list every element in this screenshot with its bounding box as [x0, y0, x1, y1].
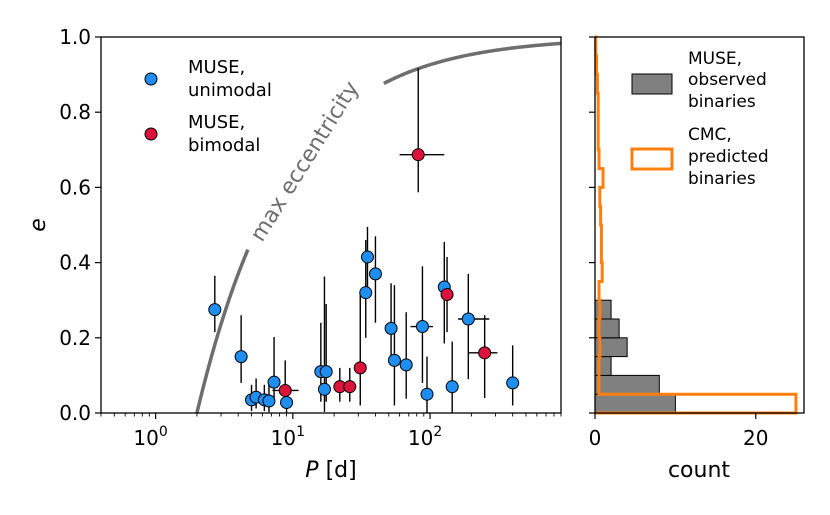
- legend-label-observed-line1: MUSE,: [688, 49, 742, 69]
- legend-label-observed-line2: observed: [688, 70, 767, 90]
- histogram-bar-observed: [594, 393, 676, 414]
- point-bimodal: [411, 148, 425, 162]
- point-unimodal: [387, 353, 401, 367]
- legend-label-bimodal-line1: MUSE,: [188, 112, 245, 133]
- histogram-legend: MUSE, observed binaries CMC, predicted b…: [630, 49, 769, 189]
- point-bimodal: [278, 383, 292, 397]
- point-unimodal: [208, 303, 222, 317]
- point-unimodal: [415, 320, 429, 334]
- legend-marker-bimodal: [144, 127, 158, 141]
- scatter-legend: MUSE, unimodal MUSE, bimodal: [144, 57, 272, 156]
- x-tick-exponent: 1: [296, 424, 305, 440]
- point-unimodal: [359, 286, 373, 300]
- point-unimodal: [317, 382, 331, 396]
- x-axis-label: P [d]: [305, 458, 356, 483]
- y-tick-label: 1.0: [59, 25, 91, 49]
- point-unimodal: [280, 395, 294, 409]
- x-tick-exponent: 0: [159, 424, 168, 440]
- x-tick-exponent: 2: [433, 424, 442, 440]
- max-eccentricity-curve-group: [195, 41, 562, 414]
- point-unimodal: [360, 250, 374, 264]
- y-tick-label: 0.6: [59, 175, 91, 199]
- legend-label-bimodal-line2: bimodal: [188, 135, 260, 156]
- legend-marker-unimodal: [144, 72, 158, 86]
- legend-label-predicted-line3: binaries: [688, 169, 756, 189]
- point-unimodal: [368, 267, 382, 281]
- point-unimodal: [461, 312, 475, 326]
- histogram-bars: [594, 299, 676, 414]
- legend-swatch-predicted: [630, 147, 674, 171]
- point-unimodal: [319, 365, 333, 379]
- max-eccentricity-label: max eccentricity: [246, 77, 365, 246]
- histogram-panel: 0 20 MUSE, observed binaries CMC, predict…: [589, 35, 805, 483]
- x-tick-label: 101: [271, 424, 305, 450]
- point-bimodal: [343, 380, 357, 394]
- legend-label-unimodal-line1: MUSE,: [188, 57, 245, 78]
- point-unimodal: [506, 376, 520, 390]
- point-unimodal: [420, 387, 434, 401]
- histogram-x-tick-label: 0: [589, 426, 602, 450]
- x-axis-label-symbol: P: [305, 458, 319, 483]
- histogram-axis-ticks: 0 20: [589, 36, 768, 450]
- point-unimodal: [267, 375, 281, 389]
- max-eccentricity-curve: [195, 248, 250, 414]
- max-eccentricity-curve: [383, 41, 562, 86]
- point-bimodal: [440, 288, 454, 302]
- legend-label-predicted-line2: predicted: [688, 147, 769, 167]
- histogram-x-axis-label: count: [668, 458, 730, 483]
- scatter-frame: [100, 36, 562, 414]
- y-tick-label: 0.0: [59, 401, 91, 425]
- point-unimodal: [399, 358, 413, 372]
- histogram-bar-observed: [594, 356, 612, 376]
- histogram-bar-observed: [594, 299, 612, 320]
- x-tick-label: 102: [408, 424, 442, 450]
- point-bimodal: [478, 346, 492, 360]
- legend-label-observed-line3: binaries: [688, 92, 756, 112]
- histogram-step: [594, 35, 798, 415]
- point-unimodal: [234, 350, 248, 364]
- point-unimodal: [262, 394, 276, 408]
- histogram-x-tick-label: 20: [743, 426, 768, 450]
- histogram-frame: [594, 36, 805, 414]
- histogram-bar-observed: [594, 374, 660, 395]
- scatter-points: [208, 148, 520, 409]
- y-axis-label: e: [26, 218, 51, 232]
- y-tick-label: 0.4: [59, 251, 91, 275]
- point-unimodal: [384, 321, 398, 335]
- y-tick-label: 0.8: [59, 100, 91, 124]
- legend-label-predicted-line1: CMC,: [688, 125, 732, 145]
- x-tick-label: 100: [133, 424, 167, 450]
- legend-swatch-observed: [631, 73, 673, 95]
- x-axis-label-unit: [d]: [319, 458, 357, 483]
- y-tick-label: 0.2: [59, 326, 91, 350]
- point-bimodal: [353, 361, 367, 375]
- point-unimodal: [445, 380, 459, 394]
- legend-label-unimodal-line2: unimodal: [188, 80, 272, 101]
- histogram-step-predicted: [594, 35, 798, 415]
